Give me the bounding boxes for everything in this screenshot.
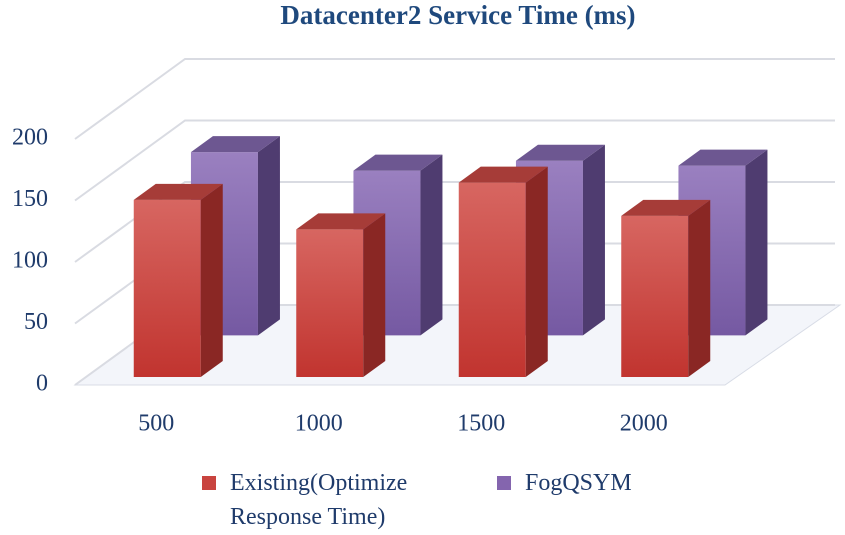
legend-swatch xyxy=(497,476,511,490)
bar-top xyxy=(515,144,605,161)
y-tick-label: 0 xyxy=(36,371,48,397)
bar xyxy=(458,166,548,377)
y-tick-label: 200 xyxy=(12,125,48,151)
grid-line xyxy=(74,181,835,263)
bar-side xyxy=(363,213,386,377)
y-tick-label: 150 xyxy=(12,186,48,212)
bar-front xyxy=(458,182,526,377)
bar xyxy=(296,213,386,377)
grid-line xyxy=(74,119,835,202)
legend-label: FogQSYM xyxy=(525,470,632,496)
bar-front xyxy=(133,199,201,377)
bar-top xyxy=(190,136,280,153)
bar-top xyxy=(621,199,711,216)
bar-top xyxy=(458,166,548,183)
x-tick-label: 500 xyxy=(138,411,174,437)
bar-top xyxy=(133,183,223,200)
bar xyxy=(621,199,711,377)
y-tick-label: 100 xyxy=(12,248,48,274)
y-tick-label: 50 xyxy=(24,309,48,335)
bar-top xyxy=(678,149,768,166)
x-tick-label: 1000 xyxy=(295,411,343,437)
bar-side xyxy=(200,183,223,377)
bar-side xyxy=(582,144,605,336)
grid-line xyxy=(74,58,835,140)
chart-title: Datacenter2 Service Time (ms) xyxy=(280,0,635,30)
bar-side xyxy=(420,154,443,336)
bar-top xyxy=(353,154,443,171)
x-tick-label: 1500 xyxy=(457,411,505,437)
bar-front xyxy=(621,215,689,377)
bar-side xyxy=(525,166,548,377)
legend-item: FogQSYM xyxy=(497,466,632,500)
bar-side xyxy=(257,136,280,336)
bar-top xyxy=(296,213,386,230)
bar-side xyxy=(745,149,768,336)
legend-swatch xyxy=(202,476,216,490)
bar xyxy=(133,183,223,377)
bar-front xyxy=(296,229,364,377)
legend-item: Existing(Optimize Response Time) xyxy=(202,466,462,534)
legend-label: Existing(Optimize Response Time) xyxy=(230,470,408,530)
bar-side xyxy=(688,199,711,377)
x-tick-label: 2000 xyxy=(620,411,668,437)
